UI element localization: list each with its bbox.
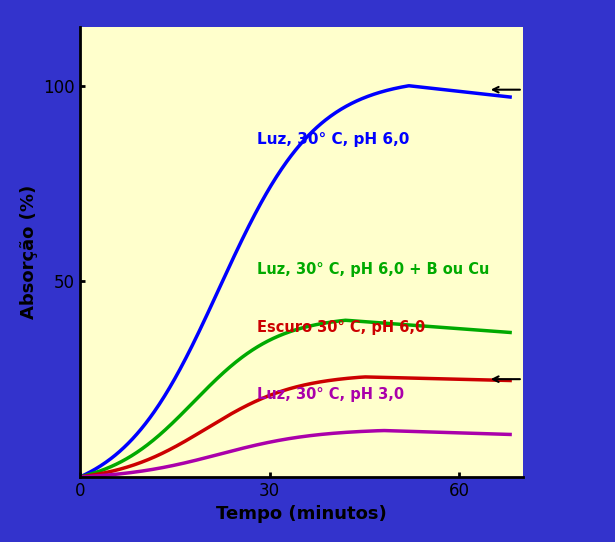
Y-axis label: Absorção (%): Absorção (%) [20,185,38,319]
Text: Luz, 30° C, pH 6,0 + B ou Cu: Luz, 30° C, pH 6,0 + B ou Cu [257,262,490,276]
Text: Luz, 30° C, pH 6,0: Luz, 30° C, pH 6,0 [257,132,410,147]
Text: Escuro 30° C, pH 6,0: Escuro 30° C, pH 6,0 [257,320,426,335]
Text: Luz, 30° C, pH 3,0: Luz, 30° C, pH 3,0 [257,387,404,402]
X-axis label: Tempo (minutos): Tempo (minutos) [216,505,387,524]
